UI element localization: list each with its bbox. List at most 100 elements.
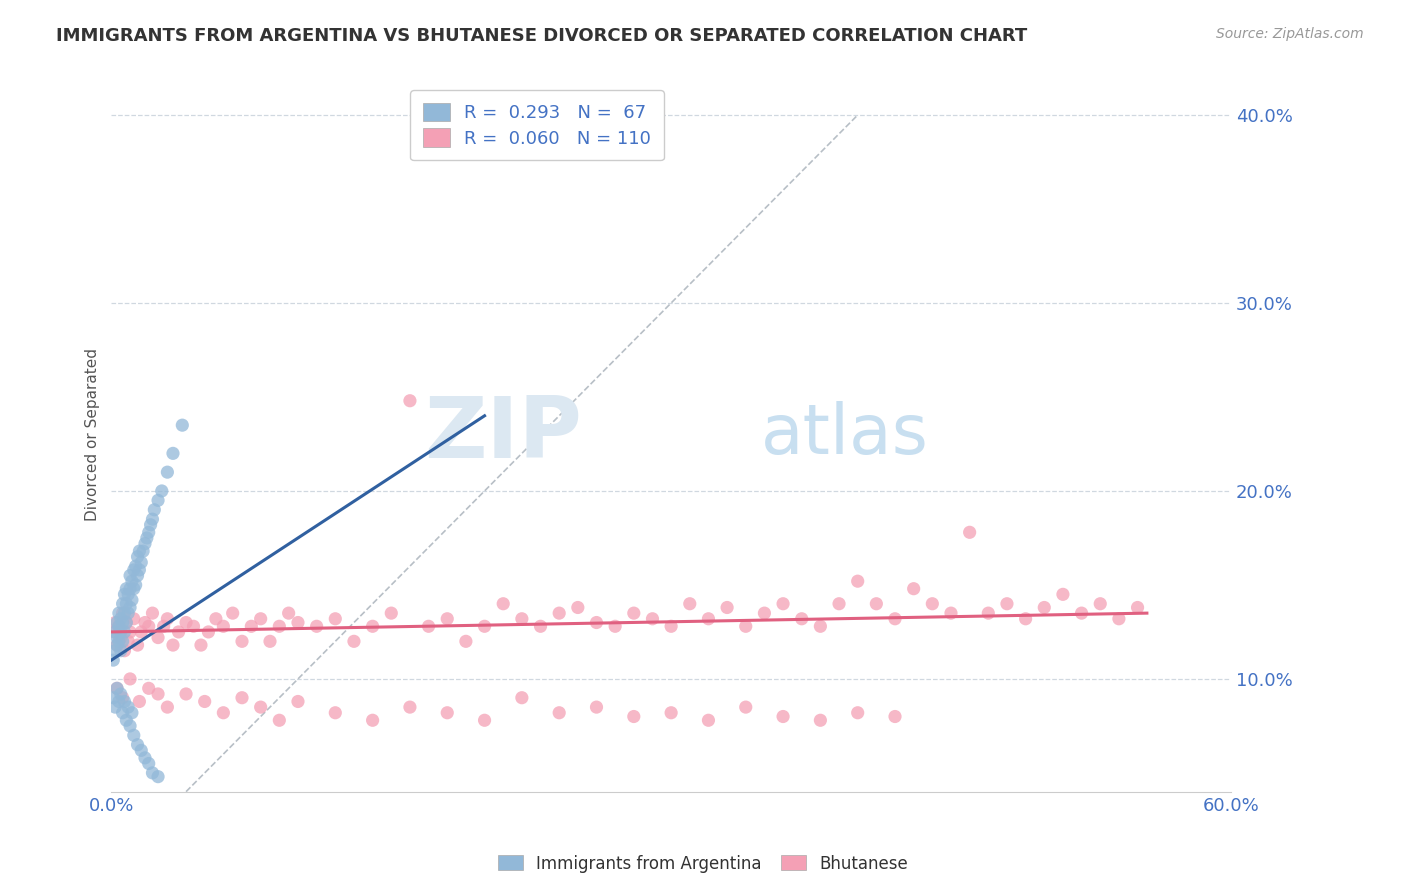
Point xyxy=(110,644,132,658)
Point xyxy=(659,619,682,633)
Point xyxy=(114,644,136,658)
Point xyxy=(212,706,235,720)
Point xyxy=(121,706,143,720)
Point xyxy=(138,756,160,771)
Point xyxy=(977,606,1000,620)
Point xyxy=(111,634,134,648)
Point xyxy=(846,574,869,589)
Point xyxy=(754,606,776,620)
Point xyxy=(194,694,217,708)
Point xyxy=(697,713,720,727)
Point xyxy=(139,517,162,532)
Point xyxy=(1014,612,1036,626)
Point xyxy=(623,606,645,620)
Point xyxy=(127,638,149,652)
Point xyxy=(124,578,146,592)
Point xyxy=(104,624,127,639)
Point xyxy=(111,615,134,630)
Point xyxy=(115,615,138,630)
Point xyxy=(734,700,756,714)
Point xyxy=(152,619,174,633)
Point xyxy=(1052,587,1074,601)
Point xyxy=(110,612,132,626)
Point xyxy=(134,536,156,550)
Point xyxy=(903,582,925,596)
Point xyxy=(959,525,981,540)
Point xyxy=(114,606,136,620)
Y-axis label: Divorced or Separated: Divorced or Separated xyxy=(86,348,100,521)
Point xyxy=(150,483,173,498)
Point xyxy=(114,587,136,601)
Point xyxy=(115,597,138,611)
Point xyxy=(1070,606,1092,620)
Point xyxy=(134,615,156,630)
Point xyxy=(167,624,190,639)
Point xyxy=(105,638,128,652)
Point xyxy=(114,694,136,708)
Point xyxy=(122,612,145,626)
Point xyxy=(108,619,131,633)
Point xyxy=(124,559,146,574)
Point xyxy=(141,512,163,526)
Point xyxy=(120,624,142,639)
Point xyxy=(138,619,160,633)
Point xyxy=(323,706,346,720)
Point xyxy=(1126,600,1149,615)
Point xyxy=(120,600,142,615)
Point xyxy=(146,687,169,701)
Point xyxy=(162,638,184,652)
Point xyxy=(240,619,263,633)
Point xyxy=(697,612,720,626)
Point xyxy=(115,615,138,630)
Legend: Immigrants from Argentina, Bhutanese: Immigrants from Argentina, Bhutanese xyxy=(491,848,915,880)
Point xyxy=(129,743,152,757)
Point xyxy=(221,606,243,620)
Point xyxy=(287,694,309,708)
Point xyxy=(121,593,143,607)
Point xyxy=(174,615,197,630)
Point xyxy=(305,619,328,633)
Point xyxy=(418,619,440,633)
Point xyxy=(103,653,125,667)
Point xyxy=(120,719,142,733)
Point xyxy=(323,612,346,626)
Point xyxy=(104,644,127,658)
Point xyxy=(205,612,228,626)
Point xyxy=(135,531,157,545)
Point xyxy=(183,619,205,633)
Text: IMMIGRANTS FROM ARGENTINA VS BHUTANESE DIVORCED OR SEPARATED CORRELATION CHART: IMMIGRANTS FROM ARGENTINA VS BHUTANESE D… xyxy=(56,27,1028,45)
Point xyxy=(659,706,682,720)
Point xyxy=(399,393,422,408)
Point xyxy=(115,582,138,596)
Point xyxy=(734,619,756,633)
Point xyxy=(361,713,384,727)
Point xyxy=(231,690,253,705)
Point xyxy=(122,582,145,596)
Point xyxy=(249,612,271,626)
Point xyxy=(111,690,134,705)
Point xyxy=(117,587,139,601)
Point xyxy=(117,634,139,648)
Point xyxy=(110,687,132,701)
Point xyxy=(884,709,907,723)
Point xyxy=(108,694,131,708)
Point xyxy=(132,544,155,558)
Point xyxy=(146,631,169,645)
Point xyxy=(127,549,149,564)
Point xyxy=(146,493,169,508)
Point xyxy=(808,619,831,633)
Point xyxy=(1090,597,1112,611)
Point xyxy=(111,606,134,620)
Point xyxy=(143,502,166,516)
Point xyxy=(772,597,794,611)
Point xyxy=(117,700,139,714)
Point xyxy=(121,574,143,589)
Point xyxy=(474,619,496,633)
Point xyxy=(269,713,291,727)
Point xyxy=(474,713,496,727)
Point xyxy=(105,681,128,696)
Legend: R =  0.293   N =  67, R =  0.060   N = 110: R = 0.293 N = 67, R = 0.060 N = 110 xyxy=(411,90,664,161)
Point xyxy=(128,694,150,708)
Point xyxy=(105,631,128,645)
Point xyxy=(995,597,1018,611)
